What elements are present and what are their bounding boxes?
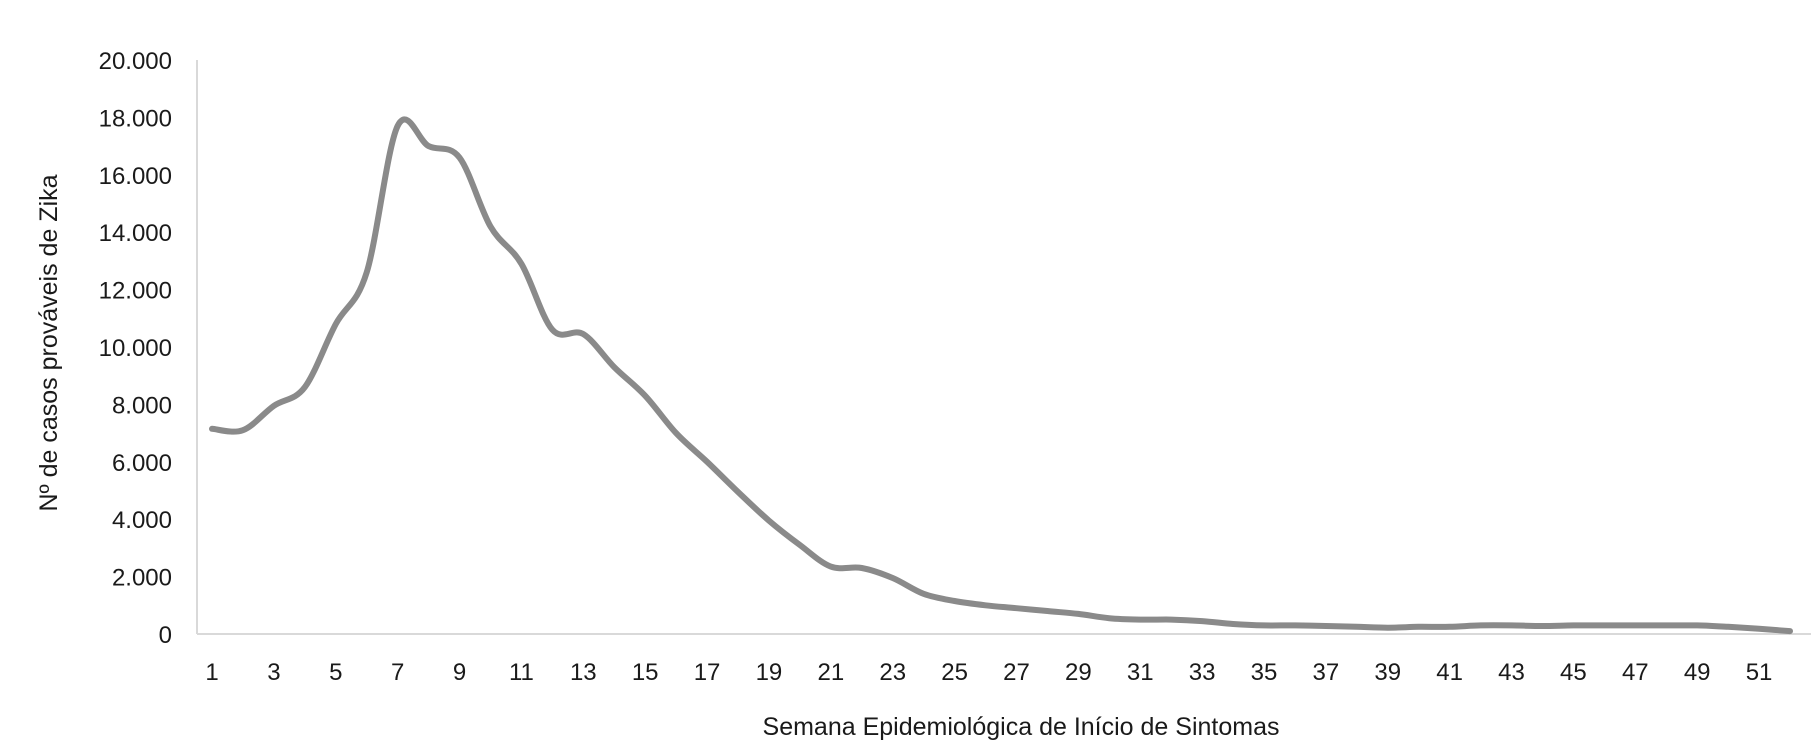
x-tick-label: 29 [1065, 659, 1092, 686]
x-tick-label: 35 [1251, 659, 1278, 686]
x-tick-label: 39 [1374, 659, 1401, 686]
x-tick-label: 5 [329, 659, 342, 686]
x-tick-label: 21 [817, 659, 844, 686]
x-tick-label: 19 [756, 659, 783, 686]
y-tick-label: 14.000 [99, 220, 172, 247]
x-tick-label: 37 [1313, 659, 1340, 686]
y-axis-ticks: 0 2.000 4.000 6.000 8.000 10.000 12.000 14.000 1… [99, 48, 172, 649]
x-tick-label: 25 [941, 659, 968, 686]
y-tick-label: 4.000 [112, 507, 172, 534]
y-tick-label: 0 [159, 622, 172, 649]
x-tick-label: 23 [879, 659, 906, 686]
x-axis-ticks: 1 3 5 7 9 11 13 15 17 19 21 23 25 27 29 31 33 35 37 39 41 43 4… [205, 659, 1772, 686]
y-tick-label: 2.000 [112, 565, 172, 592]
x-tick-label: 1 [205, 659, 218, 686]
x-tick-label: 9 [453, 659, 466, 686]
series-line [209, 116, 1793, 635]
y-tick-label: 6.000 [112, 450, 172, 477]
x-axis-title: Semana Epidemiológica de Início de Sinto… [763, 713, 1280, 741]
x-tick-label: 49 [1684, 659, 1711, 686]
y-tick-label: 20.000 [99, 48, 172, 75]
y-axis-title: Nº de casos prováveis de Zika [35, 174, 63, 511]
x-tick-label: 11 [509, 659, 534, 686]
x-tick-label: 45 [1560, 659, 1587, 686]
x-tick-label: 7 [391, 659, 404, 686]
x-tick-label: 31 [1127, 659, 1154, 686]
x-tick-label: 51 [1746, 659, 1773, 686]
x-tick-label: 3 [267, 659, 280, 686]
y-tick-label: 16.000 [99, 163, 172, 190]
x-tick-label: 13 [570, 659, 597, 686]
x-tick-label: 33 [1189, 659, 1216, 686]
y-tick-label: 12.000 [99, 278, 172, 305]
x-tick-label: 15 [632, 659, 659, 686]
y-tick-label: 10.000 [99, 335, 172, 362]
y-tick-label: 8.000 [112, 392, 172, 419]
x-tick-label: 27 [1003, 659, 1030, 686]
x-tick-label: 43 [1498, 659, 1525, 686]
x-tick-label: 17 [694, 659, 721, 686]
x-tick-label: 47 [1622, 659, 1649, 686]
y-tick-label: 18.000 [99, 105, 172, 132]
x-tick-label: 41 [1436, 659, 1463, 686]
